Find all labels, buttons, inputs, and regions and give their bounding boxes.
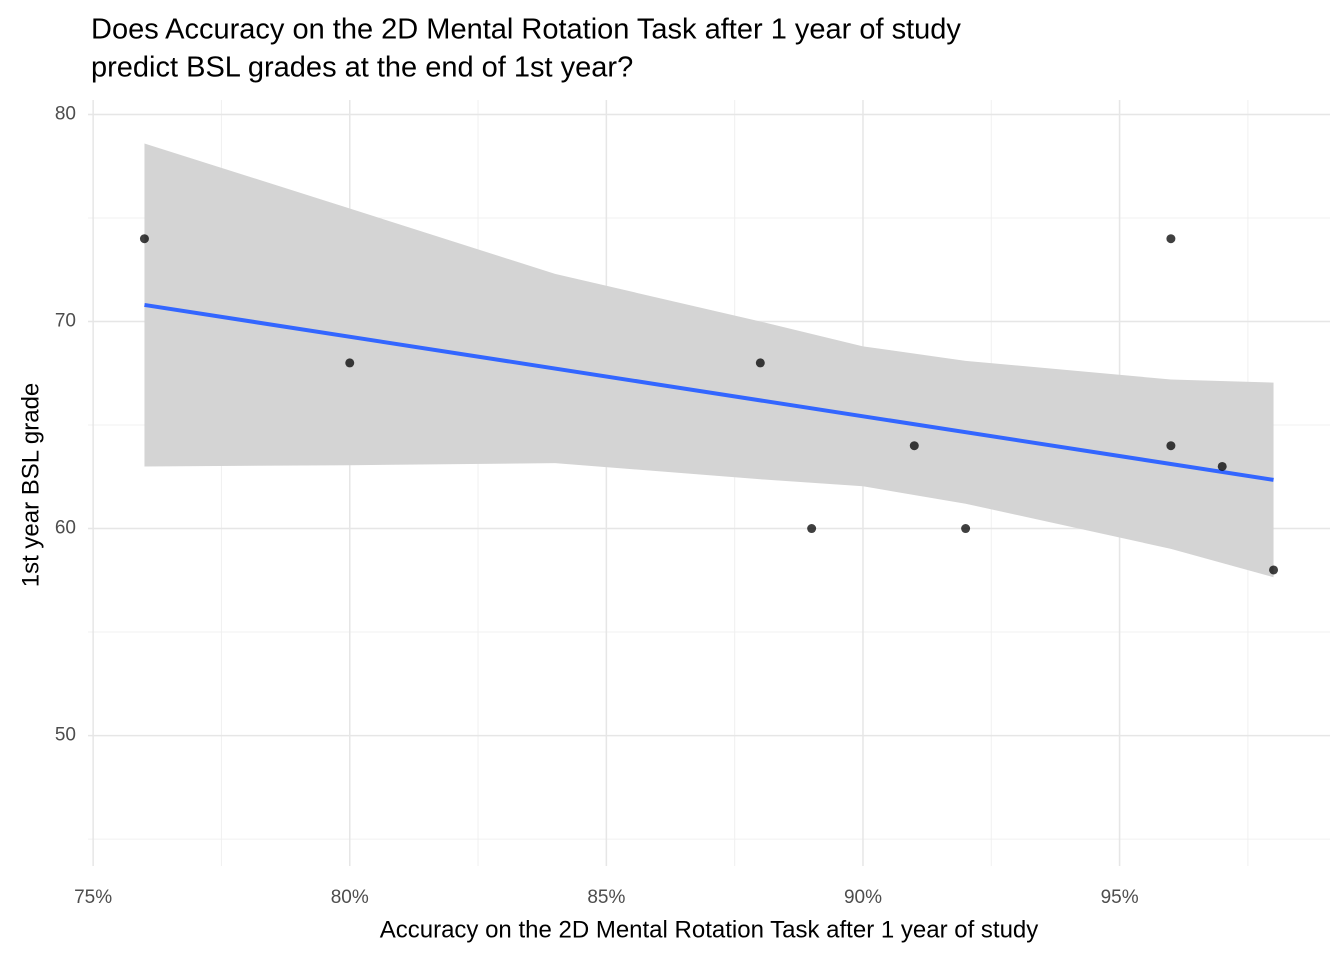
data-point: [961, 524, 971, 534]
x-axis-title: Accuracy on the 2D Mental Rotation Task …: [380, 916, 1039, 943]
x-tick-label: 80%: [331, 887, 369, 908]
y-axis-title: 1st year BSL grade: [17, 383, 44, 588]
data-point: [1166, 234, 1176, 244]
data-point: [345, 358, 355, 368]
x-tick-label: 85%: [587, 887, 625, 908]
confidence-band: [144, 143, 1274, 578]
data-point: [139, 234, 149, 244]
data-point: [909, 441, 919, 451]
data-point: [1166, 441, 1176, 451]
data-point: [755, 358, 765, 368]
y-tick-label: 50: [55, 725, 76, 746]
data-point: [1217, 461, 1227, 471]
chart-title: Does Accuracy on the 2D Mental Rotation …: [91, 14, 961, 46]
fit-line: [144, 302, 1274, 482]
x-tick-label: 95%: [1101, 887, 1139, 908]
y-tick-label: 80: [55, 104, 76, 125]
y-tick-label: 60: [55, 518, 76, 539]
data-point: [1269, 565, 1279, 575]
x-tick-label: 90%: [844, 887, 882, 908]
y-tick-label: 70: [55, 311, 76, 332]
chart-title: predict BSL grades at the end of 1st yea…: [91, 52, 633, 84]
x-tick-label: 75%: [74, 887, 112, 908]
data-point: [807, 524, 817, 534]
